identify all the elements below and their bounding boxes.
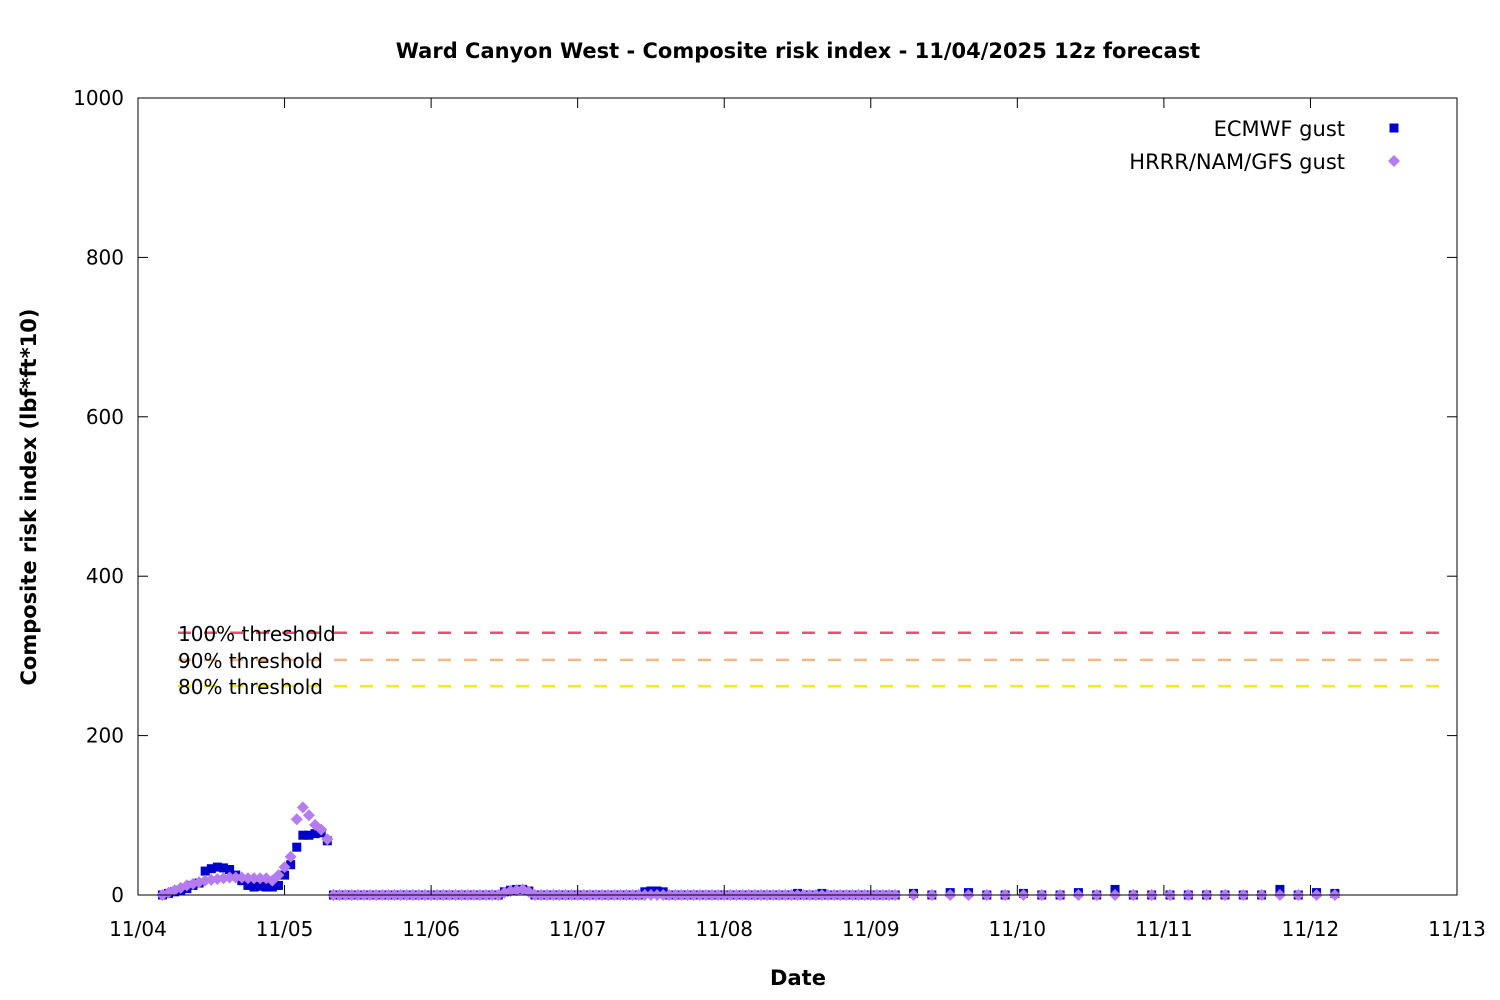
ecmwf-point [206, 864, 216, 874]
ecmwf-point [261, 882, 271, 892]
x-axis-label: Date [770, 966, 826, 990]
hrrr-point [302, 809, 315, 822]
legend-marker [1389, 123, 1399, 133]
x-tick-label: 11/04 [109, 917, 167, 941]
hrrr-point [248, 872, 261, 885]
ecmwf-point [200, 866, 210, 876]
hrrr-point [229, 871, 242, 884]
hrrr-point [254, 872, 267, 885]
ecmwf-point [310, 829, 320, 839]
data-points [156, 801, 1341, 901]
x-tick-label: 11/10 [989, 917, 1047, 941]
legend: ECMWF gust HRRR/NAM/GFS gust [1129, 117, 1400, 174]
plot-frame [137, 97, 1458, 896]
ecmwf-point [298, 830, 308, 840]
ecmwf-point [225, 864, 235, 874]
threshold-label: 100% threshold [178, 622, 336, 646]
legend-label: ECMWF gust [1214, 117, 1345, 141]
ecmwf-point [280, 870, 290, 880]
y-tick-label: 600 [86, 405, 124, 429]
ecmwf-point [267, 882, 277, 892]
y-tick-label: 800 [86, 245, 124, 269]
x-tick-label: 11/08 [695, 917, 753, 941]
x-tick-label: 11/07 [549, 917, 607, 941]
legend-marker [1388, 155, 1400, 167]
ecmwf-point [286, 860, 296, 870]
x-tick-label: 11/11 [1135, 917, 1193, 941]
hrrr-point [321, 833, 334, 846]
ecmwf-point [255, 881, 265, 891]
threshold-label: 90% threshold [178, 649, 323, 673]
hrrr-point [290, 813, 303, 826]
x-tick-label: 11/13 [1428, 917, 1486, 941]
ecmwf-point [273, 880, 283, 890]
ecmwf-point [218, 863, 228, 873]
threshold-label: 80% threshold [178, 675, 323, 699]
ecmwf-point [212, 862, 222, 872]
ecmwf-point [304, 830, 314, 840]
axes: 0 200 400 600 800 1000 11/04 11/05 11/06 11/07 11/… [73, 86, 1486, 941]
ecmwf-point [243, 880, 253, 890]
hrrr-point [278, 861, 291, 874]
hrrr-point [315, 823, 328, 836]
y-axis-label: Composite risk index (lbf*ft*10) [17, 308, 41, 685]
chart-title: Ward Canyon West - Composite risk index … [396, 39, 1200, 63]
y-tick-label: 0 [111, 883, 124, 907]
hrrr-point [272, 869, 285, 882]
ecmwf-point [292, 842, 302, 852]
hrrr-point [241, 872, 254, 885]
y-tick-label: 400 [86, 564, 124, 588]
x-tick-label: 11/12 [1282, 917, 1340, 941]
x-tick-label: 11/06 [402, 917, 460, 941]
hrrr-point [223, 871, 236, 884]
ecmwf-point [249, 882, 259, 892]
y-tick-label: 1000 [73, 86, 124, 110]
hrrr-point [296, 801, 309, 814]
x-tick-label: 11/05 [256, 917, 314, 941]
hrrr-point [284, 850, 297, 863]
x-tick-label: 11/09 [842, 917, 900, 941]
legend-label: HRRR/NAM/GFS gust [1129, 150, 1345, 174]
y-tick-label: 200 [86, 724, 124, 748]
